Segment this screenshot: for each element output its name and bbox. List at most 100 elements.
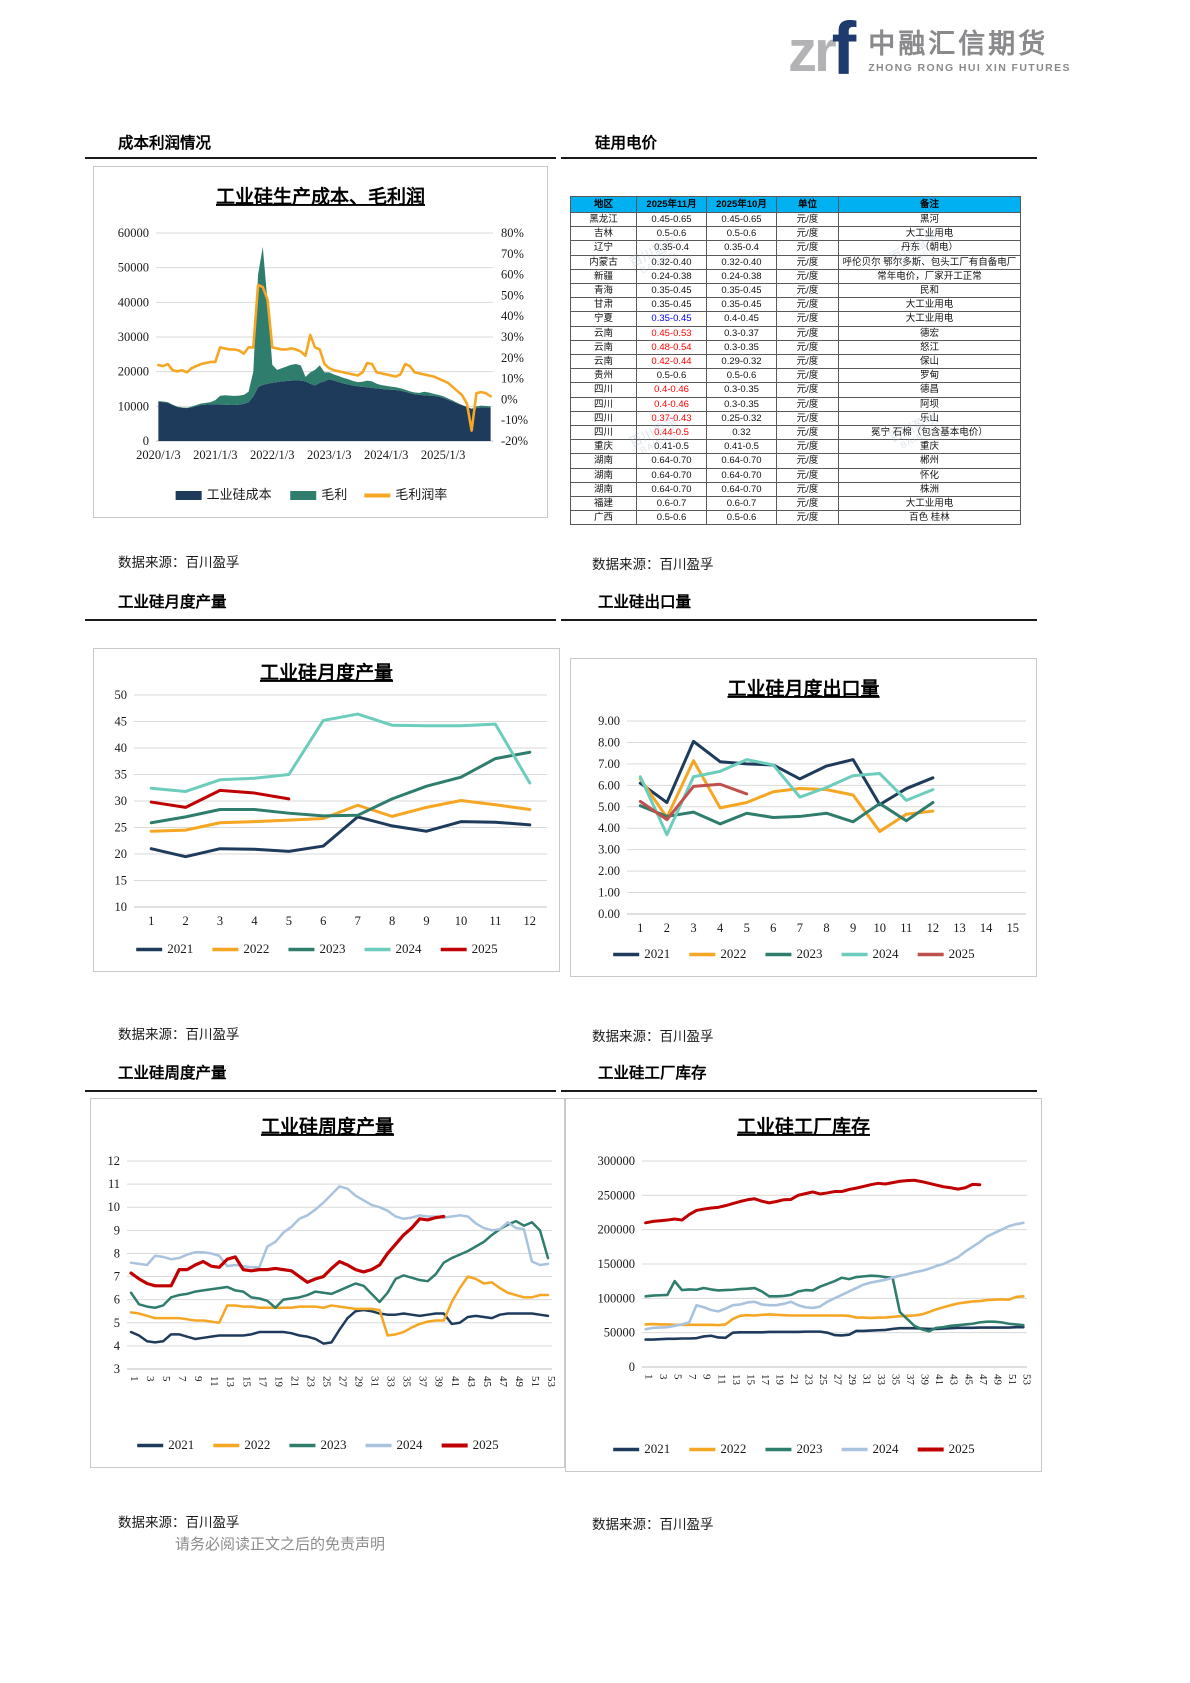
divider	[85, 157, 556, 159]
table-row: 辽宁 0.35-0.4 0.35-0.4 元/度 丹东（朝电）	[570, 240, 1021, 256]
cell-note: 大工业用电	[838, 311, 1021, 327]
svg-text:工业硅月度出口量: 工业硅月度出口量	[727, 677, 879, 700]
cell-oct: 0.35-0.4	[706, 240, 777, 256]
cell-unit: 元/度	[776, 254, 839, 270]
svg-text:5: 5	[672, 1374, 684, 1380]
svg-text:8: 8	[114, 1246, 120, 1260]
svg-text:9: 9	[701, 1374, 713, 1380]
source-note: 数据来源：百川盈孚	[118, 555, 240, 570]
svg-text:23: 23	[802, 1374, 814, 1386]
cell-nov: 0.24-0.38	[636, 268, 707, 285]
cell-unit: 元/度	[776, 425, 839, 441]
cell-unit: 元/度	[776, 240, 839, 256]
svg-text:工业硅工厂库存: 工业硅工厂库存	[737, 1115, 870, 1138]
inventory-chart: 工业硅工厂库存 0 50000 100000 150000 200000 250000 300…	[598, 1115, 1033, 1456]
cell-region: 四川	[570, 382, 637, 398]
svg-text:50%: 50%	[501, 288, 524, 302]
heading-electricity-price: 硅用电价	[595, 135, 658, 152]
svg-text:30%: 30%	[501, 330, 524, 344]
svg-text:50000: 50000	[118, 261, 149, 275]
column-header: 单位	[776, 196, 839, 213]
svg-text:51: 51	[1006, 1374, 1018, 1385]
divider	[561, 157, 1037, 159]
svg-text:49: 49	[513, 1376, 525, 1388]
cell-oct: 0.64-0.70	[706, 453, 777, 469]
svg-text:11: 11	[900, 921, 912, 935]
cell-oct: 0.6-0.7	[706, 496, 777, 512]
legend-label: 2023	[796, 946, 822, 961]
cell-region: 四川	[570, 425, 637, 441]
cell-unit: 元/度	[776, 510, 839, 526]
cell-region: 云南	[570, 325, 637, 341]
logo-f-text: f	[831, 7, 857, 90]
cell-oct: 0.3-0.35	[706, 339, 777, 356]
cell-note: 保山	[838, 354, 1021, 370]
heading-weekly-output: 工业硅周度产量	[118, 1065, 227, 1082]
svg-text:37: 37	[904, 1374, 916, 1386]
table-row: 四川 0.44-0.5 0.32 元/度 冕宁 石棉（包含基本电价）	[570, 425, 1021, 441]
inventory-chartbox: 工业硅工厂库存 0 50000 100000 150000 200000 250000 300…	[565, 1098, 1042, 1472]
cell-region: 湖南	[570, 467, 637, 483]
company-logo: zr f 中融汇信期货 ZHONG RONG HUI XIN FUTURES	[788, 7, 1071, 90]
svg-text:9: 9	[850, 921, 856, 935]
cell-nov: 0.4-0.46	[636, 396, 707, 412]
electricity-table-wrap: 地区 2025年11月 2025年10月 单位 备注 黑龙江 0.45-0.65 0.45-…	[570, 196, 1021, 526]
legend-label: 毛利	[321, 487, 347, 502]
cell-unit: 元/度	[776, 311, 839, 327]
svg-text:20000: 20000	[118, 365, 149, 379]
svg-text:45: 45	[481, 1376, 493, 1388]
svg-text:15: 15	[744, 1374, 756, 1386]
svg-text:1: 1	[643, 1374, 655, 1380]
svg-text:35: 35	[115, 768, 128, 782]
legend-label: 2022	[244, 1437, 270, 1452]
cell-note: 郴州	[838, 453, 1021, 469]
cell-note: 怒江	[838, 339, 1021, 356]
svg-text:7: 7	[355, 914, 361, 928]
cell-oct: 0.35-0.45	[706, 283, 777, 299]
svg-text:7: 7	[114, 1270, 120, 1284]
svg-text:10000: 10000	[118, 399, 149, 413]
table-row: 宁夏 0.35-0.45 0.4-0.45 元/度 大工业用电	[570, 311, 1021, 327]
svg-text:40: 40	[115, 741, 128, 755]
svg-text:21: 21	[788, 1374, 800, 1385]
svg-text:27: 27	[832, 1374, 844, 1386]
svg-text:200000: 200000	[598, 1223, 636, 1237]
cell-region: 湖南	[570, 481, 637, 498]
cell-nov: 0.64-0.70	[636, 453, 707, 469]
svg-text:300000: 300000	[598, 1154, 636, 1168]
svg-text:3.00: 3.00	[598, 843, 620, 857]
table-row: 湖南 0.64-0.70 0.64-0.70 元/度 郴州	[570, 453, 1021, 469]
cell-note: 大工业用电	[838, 226, 1021, 242]
svg-text:0.00: 0.00	[598, 907, 620, 921]
table-row: 云南 0.45-0.53 0.3-0.37 元/度 德宏	[570, 325, 1021, 341]
cell-oct: 0.24-0.38	[706, 268, 777, 285]
legend-label: 2024	[873, 946, 900, 961]
cell-unit: 元/度	[776, 439, 839, 455]
cell-unit: 元/度	[776, 226, 839, 242]
svg-text:47: 47	[497, 1376, 509, 1388]
table-row: 内蒙古 0.32-0.40 0.32-0.40 元/度 呼伦贝尔 鄂尔多斯、包头工厂有自…	[570, 254, 1021, 270]
svg-text:51: 51	[529, 1376, 541, 1387]
table-row: 四川 0.4-0.46 0.3-0.35 元/度 德昌	[570, 382, 1021, 398]
svg-text:31: 31	[861, 1374, 873, 1385]
legend-label: 2022	[720, 1441, 746, 1456]
svg-text:3: 3	[114, 1362, 120, 1376]
cell-note: 怀化	[838, 467, 1021, 483]
cell-nov: 0.4-0.46	[636, 382, 707, 398]
svg-text:25: 25	[320, 1376, 332, 1388]
svg-text:19: 19	[773, 1374, 785, 1386]
svg-text:11: 11	[715, 1374, 727, 1385]
cell-region: 新疆	[570, 268, 637, 285]
cell-unit: 元/度	[776, 496, 839, 512]
cell-region: 湖南	[570, 453, 637, 469]
svg-text:80%: 80%	[501, 226, 524, 240]
cell-unit: 元/度	[776, 211, 839, 228]
cell-oct: 0.3-0.35	[706, 382, 777, 398]
cell-oct: 0.64-0.70	[706, 481, 777, 498]
svg-text:2023/1/3: 2023/1/3	[307, 448, 351, 462]
svg-text:11: 11	[208, 1376, 220, 1387]
table-row: 黑龙江 0.45-0.65 0.45-0.65 元/度 黑河	[570, 211, 1021, 228]
cell-oct: 0.45-0.65	[706, 211, 777, 228]
